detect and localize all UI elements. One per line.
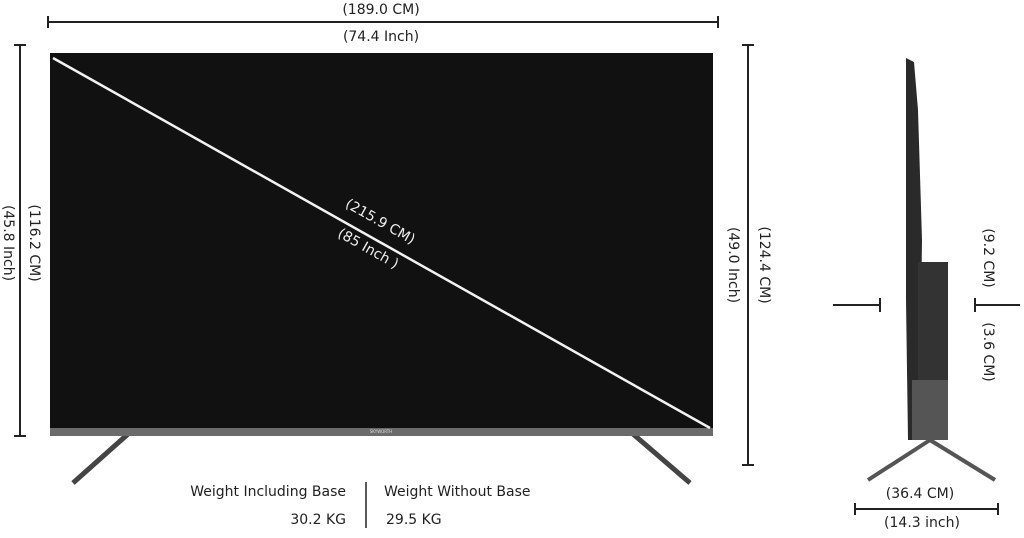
weight-value: 30.2 KG — [290, 512, 346, 528]
stand-leg — [928, 438, 997, 482]
weight-label: Weight Including Base — [190, 484, 346, 500]
weight-value: 29.5 KG — [386, 512, 442, 528]
tv-back-box — [918, 262, 948, 380]
tv-bezel — [50, 428, 713, 436]
depth-cm: (36.4 CM) — [886, 486, 954, 502]
brand-logo: SKYWORTH — [370, 429, 393, 434]
width-cm: (189.0 CM) — [342, 2, 419, 18]
full-height-inch: (49.0 Inch) — [725, 227, 741, 303]
side-lower: (3.6 CM) — [980, 322, 996, 382]
depth-inch: (14.3 inch) — [884, 515, 960, 531]
width-inch: (74.4 Inch) — [343, 29, 419, 45]
weight-label: Weight Without Base — [384, 484, 530, 500]
diagonal-line — [52, 56, 711, 430]
height-cm: (116.2 CM) — [26, 204, 42, 281]
stand-base — [912, 380, 948, 440]
side-upper: (9.2 CM) — [980, 228, 996, 288]
height-inch: (45.8 Inch) — [0, 205, 16, 281]
tv-leg — [71, 432, 130, 485]
stand-leg — [866, 438, 932, 482]
tv-leg — [631, 432, 692, 485]
full-height-cm: (124.4 CM) — [756, 226, 772, 303]
